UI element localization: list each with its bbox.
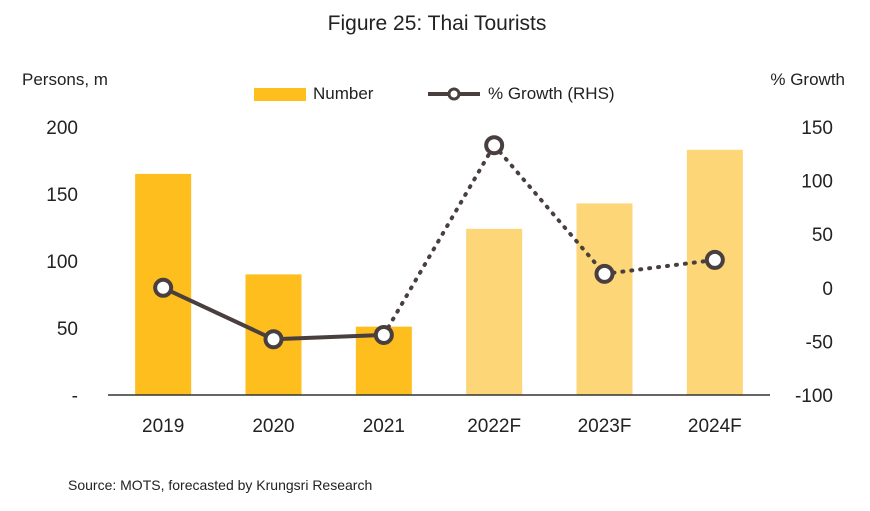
growth-segment-2022F-2023F [492,143,607,276]
growth-line-layer [153,135,725,350]
left-tick-label: 150 [46,185,78,206]
growth-point-2019 [153,277,174,298]
left-axis-ticks: - 50 100 150 200 [46,118,78,407]
left-tick-label: 100 [46,252,78,273]
left-tick-label: - [72,386,78,407]
source-note: Source: MOTS, forecasted by Krungsri Res… [68,477,372,493]
x-tick-label: 2020 [252,416,294,437]
chart-title: Figure 25: Thai Tourists [328,12,547,35]
right-tick-label: -100 [795,386,833,407]
growth-point-2024F [704,249,725,270]
x-tick-label: 2024F [688,416,742,437]
bar-2024F [686,149,743,395]
left-axis-label: Persons, m [22,70,108,89]
left-tick-label: 50 [57,319,78,340]
growth-segment-2021-2022F [381,143,497,337]
legend-bar-label: Number [313,84,374,103]
x-tick-label: 2023F [578,416,632,437]
right-axis-label: % Growth [770,70,845,89]
right-tick-label: 0 [822,279,833,300]
x-tick-label: 2021 [363,416,405,437]
bar-2023F [576,203,633,395]
legend: Number % Growth (RHS) [254,84,615,103]
right-tick-label: 150 [801,118,833,139]
legend-bar-swatch [254,88,306,101]
bar-2022F [466,228,523,395]
right-tick-label: 100 [801,172,833,193]
legend-line-label: % Growth (RHS) [488,84,615,103]
growth-segment-2023F-2024F [602,257,717,276]
right-tick-label: -50 [806,332,833,353]
left-tick-label: 200 [46,118,78,139]
legend-line-marker [447,87,461,101]
growth-point-2022F [484,135,505,156]
x-axis-ticks: 2019 2020 2021 2022F 2023F 2024F [142,416,742,437]
bars-layer [135,149,743,395]
growth-segment-2019-2020 [161,285,276,342]
x-tick-label: 2019 [142,416,184,437]
x-tick-label: 2022F [467,416,521,437]
growth-point-2020 [263,329,284,350]
growth-point-2021 [373,324,394,345]
growth-point-2023F [594,263,615,284]
growth-segment-2020-2021 [271,332,386,342]
right-axis-ticks: -100 -50 0 50 100 150 [795,118,833,407]
right-tick-label: 50 [812,225,833,246]
